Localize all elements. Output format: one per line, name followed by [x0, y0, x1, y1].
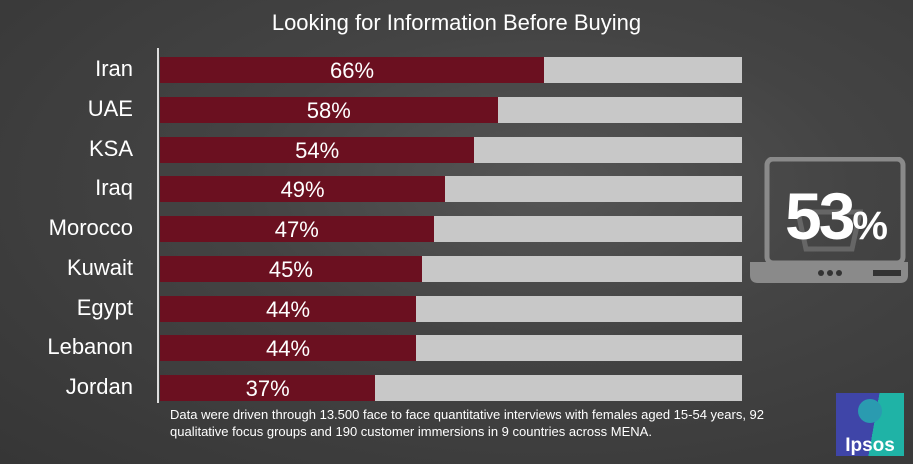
- bar-track: 58%: [160, 96, 742, 123]
- category-label: KSA: [88, 135, 133, 161]
- data-label: 47%: [274, 217, 319, 242]
- bar: [160, 375, 376, 401]
- data-label: 58%: [306, 97, 351, 123]
- category-label: Jordan: [65, 374, 133, 399]
- head-silhouette-icon: [858, 399, 882, 423]
- category-label: Iraq: [95, 175, 133, 201]
- bar: [160, 176, 446, 203]
- bar: [160, 255, 422, 282]
- chart-title: Looking for Information Before Buying: [271, 10, 642, 35]
- logo-text: Ipsos: [845, 435, 895, 456]
- bar: [160, 295, 417, 322]
- bar-track: 47%: [160, 216, 742, 242]
- bar: [160, 96, 498, 123]
- bar-track: 44%: [160, 295, 742, 322]
- y-axis-line: [157, 48, 159, 403]
- laptop-shopping-basket-icon: [750, 157, 908, 283]
- data-label: 44%: [266, 336, 311, 362]
- bar-track: 54%: [160, 136, 742, 163]
- data-label: 37%: [245, 376, 290, 401]
- bar: [160, 136, 475, 163]
- data-label: 44%: [266, 296, 311, 322]
- data-label: 45%: [268, 256, 313, 282]
- bar: [160, 57, 545, 83]
- methodology-note: Data were driven through 13.500 face to …: [170, 407, 765, 439]
- category-label: Iran: [95, 56, 133, 81]
- category-label: Kuwait: [66, 254, 133, 280]
- bar-track: 45%: [160, 255, 742, 282]
- bar-track: 37%: [160, 375, 742, 401]
- data-label: 54%: [295, 137, 340, 163]
- bar-track: 49%: [160, 176, 742, 203]
- bar-track: 44%: [160, 335, 742, 362]
- data-label: 49%: [280, 177, 325, 203]
- bar: [160, 335, 417, 362]
- data-label: 66%: [330, 58, 375, 83]
- bar-track: 66%: [160, 57, 742, 83]
- bar: [160, 216, 434, 242]
- category-label: Egypt: [76, 294, 133, 320]
- ipsos-logo: Ipsos: [836, 393, 904, 456]
- highlight-stat: 53%: [785, 179, 888, 253]
- category-label: UAE: [87, 95, 133, 121]
- category-label: Morocco: [48, 215, 133, 240]
- category-label: Lebanon: [47, 334, 133, 360]
